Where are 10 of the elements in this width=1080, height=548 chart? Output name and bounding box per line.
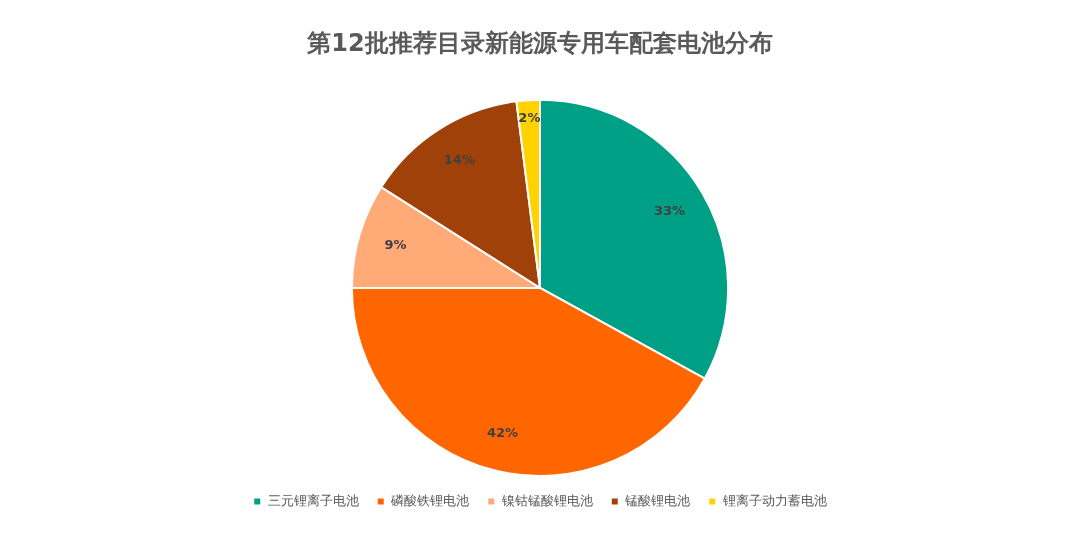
legend-label: 磷酸铁锂电池 bbox=[390, 492, 470, 508]
data-label: 14% bbox=[443, 152, 475, 168]
data-label: 42% bbox=[487, 425, 519, 441]
data-label: 33% bbox=[653, 202, 686, 218]
data-label: 9% bbox=[384, 237, 407, 253]
legend-label: 镍钴锰酸锂电池 bbox=[500, 492, 593, 508]
chart-title: 第12批推荐目录新能源专用车配套电池分布 bbox=[306, 28, 773, 57]
legend-label: 锰酸锂电池 bbox=[624, 492, 691, 508]
legend-label: 三元锂离子电池 bbox=[267, 492, 359, 508]
legend-label: 锂离子动力蓄电池 bbox=[721, 492, 827, 508]
